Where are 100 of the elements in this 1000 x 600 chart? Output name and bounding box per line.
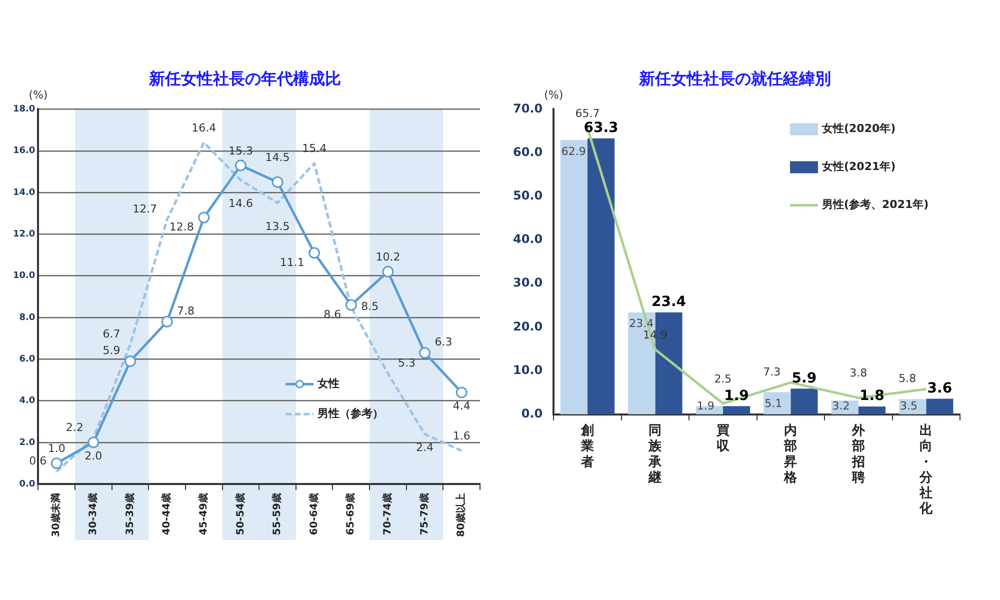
legend-label: 女性 [316, 376, 340, 390]
point [124, 355, 136, 367]
x-tick-label: 30-34歳 [87, 493, 100, 536]
legend-label: 女性(2021年) [821, 160, 896, 174]
y-tick-label: 12.0 [12, 230, 36, 240]
data-label: 1.6 [452, 430, 470, 443]
data-label: 1.8 [860, 388, 884, 404]
bar [722, 406, 750, 414]
chart-title: 新任女性社長の就任経緯別 [638, 68, 831, 88]
data-label: 8.5 [361, 300, 379, 313]
y-tick-label: 70.0 [513, 101, 543, 116]
data-label: 14.6 [228, 196, 253, 210]
y-tick-label: 20.0 [513, 319, 543, 334]
chart-title: 新任女性社長の年代構成比 [148, 68, 341, 88]
bar [587, 138, 615, 414]
data-label: 5.1 [764, 397, 782, 410]
data-label: 5.8 [898, 372, 916, 385]
point [161, 316, 173, 328]
bar [790, 388, 818, 414]
data-label: 5.3 [398, 356, 416, 370]
data-label: 3.5 [900, 399, 918, 412]
y-tick-label: 0.0 [521, 406, 543, 421]
data-label: 14.9 [642, 328, 668, 342]
data-label: 4.4 [452, 399, 470, 412]
legend-label: 男性(参考、2021年) [821, 198, 929, 212]
x-tick-label: 35-39歳 [124, 493, 136, 536]
y-tick-label: 60.0 [513, 144, 543, 159]
y-tick-label: 0.0 [19, 479, 36, 490]
data-label: 5.9 [792, 370, 817, 386]
bar [858, 406, 886, 414]
data-label: 1.9 [696, 399, 714, 412]
data-label: 12.8 [169, 220, 194, 234]
x-tick-label: 同族承継 [648, 424, 663, 486]
x-tick-label: 45-49歳 [197, 493, 210, 536]
data-label: 65.7 [575, 106, 600, 120]
data-label: 1.9 [724, 388, 749, 404]
data-label: 11.1 [280, 256, 304, 269]
data-label: 1.0 [48, 442, 66, 456]
data-label: 14.5 [265, 150, 290, 164]
x-tick-label: 80歳以上 [455, 493, 468, 538]
legend-label: 男性（参考） [316, 406, 384, 420]
x-tick-label: 30歳未満 [50, 493, 62, 538]
point [419, 347, 431, 359]
x-tick-label: 40-44歳 [160, 493, 173, 536]
data-label: 2.2 [66, 421, 84, 434]
y-tick-label: 16.0 [12, 146, 36, 156]
data-label: 62.9 [561, 145, 586, 158]
point [198, 212, 210, 224]
point [234, 160, 246, 172]
y-tick-label: 2.0 [19, 438, 36, 448]
y-tick-label: 40.0 [513, 232, 543, 246]
y-axis-title: (%) [28, 88, 48, 102]
legend-label: 女性(2020年) [821, 122, 896, 136]
point [88, 436, 100, 448]
data-label: 3.8 [850, 366, 868, 380]
y-tick-label: 4.0 [19, 396, 36, 406]
x-tick-label: 55-59歳 [271, 493, 284, 536]
y-tick-label: 14.0 [12, 188, 36, 198]
point [382, 266, 394, 278]
x-tick-label: 外部招聘 [850, 424, 866, 486]
y-tick-label: 6.0 [19, 354, 36, 364]
data-label: 16.4 [192, 121, 216, 134]
point [272, 176, 284, 188]
point [308, 247, 320, 259]
data-label: 63.3 [584, 120, 618, 136]
point [345, 299, 357, 311]
data-label: 23.4 [651, 294, 686, 310]
data-label: 3.6 [927, 380, 952, 396]
data-label: 2.4 [416, 440, 434, 454]
data-label: 7.3 [763, 365, 781, 378]
data-label: 6.7 [102, 327, 120, 340]
x-tick-label: 65-69歳 [344, 493, 357, 536]
bar [764, 392, 791, 414]
x-tick-label: 出向・分社化 [918, 424, 934, 517]
point [50, 458, 62, 470]
data-label: 13.5 [265, 220, 290, 233]
x-tick-label: 70-74歳 [382, 493, 394, 536]
x-tick-label: 内部昇格 [783, 424, 798, 486]
data-label: 3.2 [832, 399, 850, 412]
point [456, 386, 468, 398]
data-label: 5.9 [102, 344, 120, 358]
y-tick-label: 10.0 [513, 362, 543, 377]
y-tick-label: 50.0 [513, 188, 543, 203]
x-tick-label: 買収 [715, 424, 730, 454]
y-tick-label: 18.0 [12, 104, 36, 115]
x-tick-label: 50-54歳 [234, 493, 246, 536]
bar [560, 140, 588, 414]
data-label: 7.8 [177, 304, 195, 318]
data-label: 10.2 [376, 250, 400, 264]
x-tick-label: 75-79歳 [418, 493, 430, 536]
data-label: 2.5 [714, 372, 732, 386]
y-tick-label: 8.0 [19, 312, 36, 323]
x-tick-label: 創業者 [580, 424, 594, 470]
data-label: 12.7 [132, 202, 158, 216]
bar [926, 398, 954, 414]
y-axis-title: (%) [544, 88, 564, 102]
x-tick-label: 60-64歳 [308, 493, 320, 536]
y-tick-label: 10.0 [12, 271, 36, 282]
data-label: 2.0 [84, 449, 102, 462]
y-tick-label: 30.0 [513, 276, 543, 290]
